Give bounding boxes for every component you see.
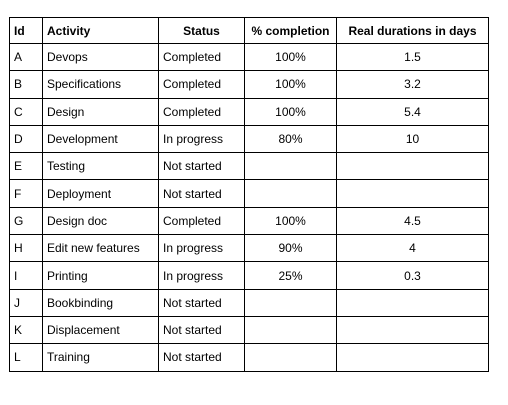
cell-status: Completed xyxy=(158,97,245,126)
header-duration: Real durations in days xyxy=(336,17,489,44)
cell-activity: Devops xyxy=(42,42,159,72)
cell-activity: Training xyxy=(42,343,159,372)
cell-id: F xyxy=(9,179,43,208)
cell-status: Not started xyxy=(158,343,245,372)
cell-id: L xyxy=(9,343,43,372)
cell-duration: 5.4 xyxy=(336,97,489,126)
cell-completion xyxy=(244,343,337,372)
cell-status: Not started xyxy=(158,288,245,317)
table-row: K Displacement Not started xyxy=(9,315,489,345)
table-row: F Deployment Not started xyxy=(9,179,489,208)
cell-completion: 100% xyxy=(244,97,337,126)
cell-id: D xyxy=(9,124,43,154)
cell-duration: 4 xyxy=(336,234,489,263)
cell-completion: 80% xyxy=(244,124,337,154)
header-id: Id xyxy=(9,17,43,44)
cell-status: Completed xyxy=(158,206,245,236)
header-row: Id Activity Status % completion Real dur… xyxy=(9,17,489,44)
cell-activity: Displacement xyxy=(42,315,159,345)
cell-status: Not started xyxy=(158,152,245,181)
cell-completion xyxy=(244,179,337,208)
cell-duration: 3.2 xyxy=(336,70,489,99)
cell-duration: 4.5 xyxy=(336,206,489,236)
cell-duration xyxy=(336,179,489,208)
cell-status: In progress xyxy=(158,261,245,290)
cell-completion xyxy=(244,152,337,181)
cell-completion: 100% xyxy=(244,70,337,99)
cell-duration xyxy=(336,152,489,181)
table-row: G Design doc Completed 100% 4.5 xyxy=(9,206,489,236)
cell-activity: Design doc xyxy=(42,206,159,236)
cell-activity: Edit new features xyxy=(42,234,159,263)
cell-status: In progress xyxy=(158,234,245,263)
table-header: Id Activity Status % completion Real dur… xyxy=(9,17,489,44)
cell-duration: 1.5 xyxy=(336,42,489,72)
cell-id: G xyxy=(9,206,43,236)
cell-activity: Specifications xyxy=(42,70,159,99)
cell-activity: Bookbinding xyxy=(42,288,159,317)
table-row: L Training Not started xyxy=(9,343,489,372)
cell-duration: 10 xyxy=(336,124,489,154)
cell-activity: Printing xyxy=(42,261,159,290)
table-row: C Design Completed 100% 5.4 xyxy=(9,97,489,126)
cell-id: J xyxy=(9,288,43,317)
cell-id: A xyxy=(9,42,43,72)
table-row: H Edit new features In progress 90% 4 xyxy=(9,234,489,263)
cell-id: C xyxy=(9,97,43,126)
cell-completion: 90% xyxy=(244,234,337,263)
cell-id: E xyxy=(9,152,43,181)
cell-activity: Design xyxy=(42,97,159,126)
cell-status: Completed xyxy=(158,70,245,99)
cell-completion: 100% xyxy=(244,206,337,236)
cell-activity: Development xyxy=(42,124,159,154)
cell-id: K xyxy=(9,315,43,345)
cell-status: Not started xyxy=(158,315,245,345)
cell-completion xyxy=(244,288,337,317)
table-row: A Devops Completed 100% 1.5 xyxy=(9,42,489,72)
cell-completion: 25% xyxy=(244,261,337,290)
header-activity: Activity xyxy=(42,17,159,44)
cell-status: Not started xyxy=(158,179,245,208)
table-row: J Bookbinding Not started xyxy=(9,288,489,317)
cell-id: H xyxy=(9,234,43,263)
header-status: Status xyxy=(158,17,245,44)
cell-completion xyxy=(244,315,337,345)
cell-duration xyxy=(336,315,489,345)
header-completion: % completion xyxy=(244,17,337,44)
cell-status: Completed xyxy=(158,42,245,72)
cell-duration xyxy=(336,343,489,372)
table-body: A Devops Completed 100% 1.5 B Specifications Co… xyxy=(9,42,489,372)
cell-id: I xyxy=(9,261,43,290)
table-row: I Printing In progress 25% 0.3 xyxy=(9,261,489,290)
cell-duration: 0.3 xyxy=(336,261,489,290)
table-row: B Specifications Completed 100% 3.2 xyxy=(9,70,489,99)
cell-activity: Testing xyxy=(42,152,159,181)
cell-activity: Deployment xyxy=(42,179,159,208)
cell-duration xyxy=(336,288,489,317)
cell-completion: 100% xyxy=(244,42,337,72)
activity-table: Id Activity Status % completion Real dur… xyxy=(9,17,489,372)
table-row: D Development In progress 80% 10 xyxy=(9,124,489,154)
table-row: E Testing Not started xyxy=(9,152,489,181)
cell-status: In progress xyxy=(158,124,245,154)
cell-id: B xyxy=(9,70,43,99)
